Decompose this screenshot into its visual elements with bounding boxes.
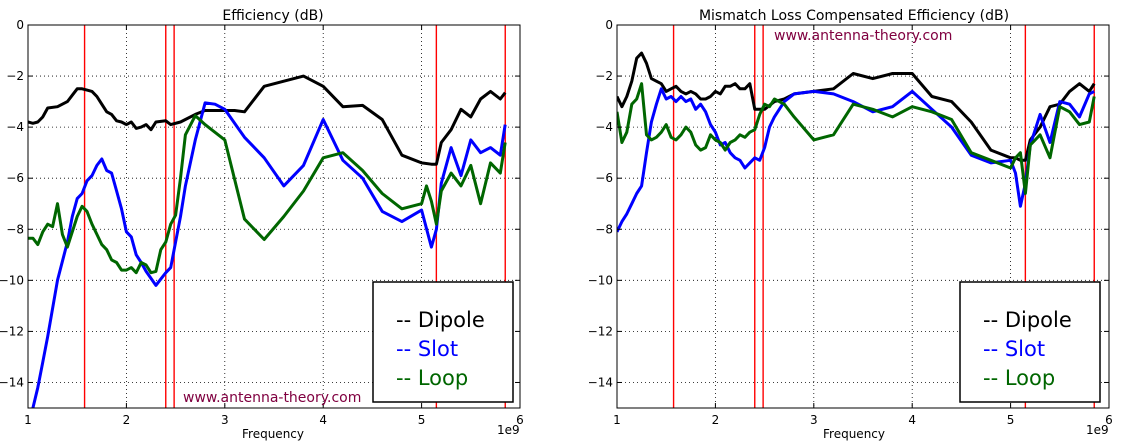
y-tick-label: −14	[588, 375, 613, 389]
y-tick-label: 0	[16, 18, 24, 32]
y-tick-label: −6	[595, 171, 613, 185]
y-tick-label: −8	[6, 222, 24, 236]
x-tick-label: 5	[418, 413, 426, 427]
series-line-loop	[28, 114, 507, 275]
y-tick-label: −4	[6, 120, 24, 134]
legend-box	[372, 281, 514, 403]
legend-entry-dipole: -- Dipole	[396, 308, 485, 332]
x-tick-label: 1	[613, 413, 621, 427]
x-tick-label: 1	[24, 413, 32, 427]
legend-entry-slot: -- Slot	[396, 337, 458, 361]
legend-entry-slot: -- Slot	[983, 337, 1045, 361]
legend: -- Dipole -- Slot -- Loop	[959, 281, 1101, 403]
x-tick-label: 2	[123, 413, 131, 427]
chart-efficiency: Efficiency (dB) 1 2 3 4 5 6 0 −2 −4 −6 −8 −10 −12 −14…	[0, 8, 524, 441]
watermark: www.antenna-theory.com	[183, 390, 361, 406]
series-line-dipole	[617, 51, 1096, 162]
y-tick-label: −10	[0, 273, 24, 287]
chart-title: Efficiency (dB)	[222, 8, 323, 24]
x-scale-label: 1e9	[497, 423, 520, 437]
plot-frame	[616, 24, 1110, 409]
legend-entry-loop: -- Loop	[396, 366, 468, 390]
legend: -- Dipole -- Slot -- Loop	[372, 281, 514, 403]
y-tick-label: −4	[595, 120, 613, 134]
series-line-slot	[617, 87, 1095, 233]
chart-title: Mismatch Loss Compensated Efficiency (dB…	[699, 8, 1009, 24]
y-tick-label: −14	[0, 375, 24, 389]
x-tick-label: 5	[1007, 413, 1015, 427]
x-tick-label: 2	[712, 413, 720, 427]
series-line-slot	[31, 101, 507, 408]
y-tick-label: −12	[0, 324, 24, 338]
y-tick-label: −6	[6, 171, 24, 185]
legend-entry-dipole: -- Dipole	[983, 308, 1072, 332]
series-line-loop	[617, 82, 1096, 195]
y-tick-label: −2	[6, 69, 24, 83]
plot-frame	[27, 24, 521, 409]
y-tick-label: −2	[595, 69, 613, 83]
x-tick-label: 6	[1105, 413, 1113, 427]
y-tick-label: 0	[605, 18, 613, 32]
y-tick-label: −12	[588, 324, 613, 338]
x-tick-label: 4	[319, 413, 327, 427]
x-scale-label: 1e9	[1086, 423, 1109, 437]
x-tick-label: 4	[908, 413, 916, 427]
series-line-dipole	[28, 74, 507, 166]
x-tick-label: 6	[516, 413, 524, 427]
y-tick-label: −8	[595, 222, 613, 236]
watermark: www.antenna-theory.com	[774, 28, 952, 44]
y-tick-label: −10	[588, 273, 613, 287]
x-axis-label: Frequency	[823, 427, 885, 441]
x-tick-label: 3	[810, 413, 818, 427]
x-tick-label: 3	[221, 413, 229, 427]
chart-mismatch-loss-efficiency: Mismatch Loss Compensated Efficiency (dB…	[588, 8, 1113, 441]
legend-box	[959, 281, 1101, 403]
legend-entry-loop: -- Loop	[983, 366, 1055, 390]
x-axis-label: Frequency	[242, 427, 304, 441]
